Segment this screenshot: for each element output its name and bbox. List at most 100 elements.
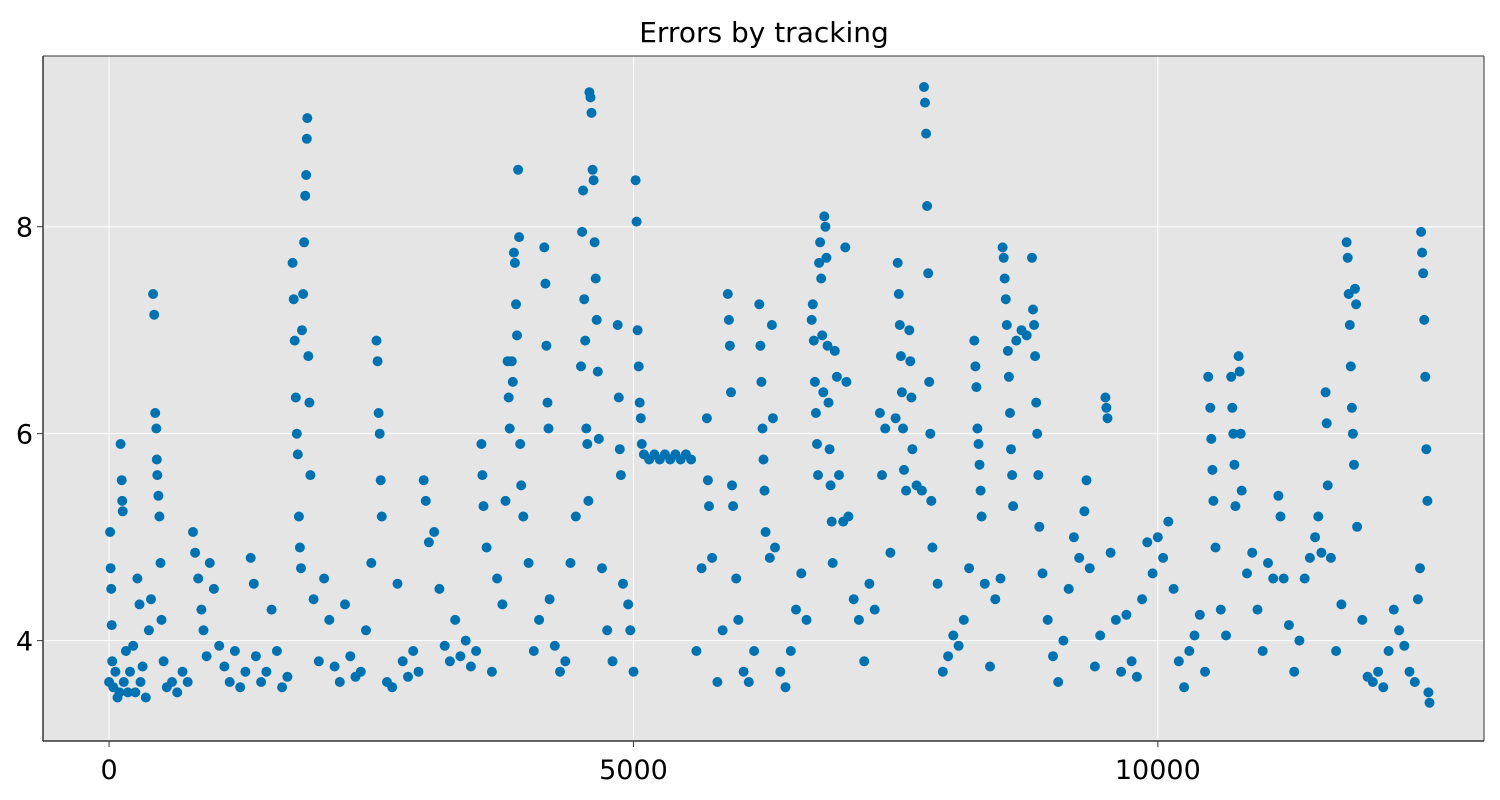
data-point: [1215, 604, 1226, 615]
data-point: [301, 170, 312, 180]
data-point: [540, 278, 551, 289]
data-point: [972, 423, 983, 434]
data-point: [701, 413, 712, 424]
data-point: [841, 376, 852, 387]
data-point: [128, 640, 139, 651]
data-point: [219, 661, 230, 672]
data-point: [922, 201, 933, 211]
data-point: [515, 439, 526, 449]
data-point: [853, 614, 864, 625]
data-point: [759, 485, 770, 496]
data-point: [979, 578, 990, 589]
data-point: [397, 656, 408, 667]
data-point: [1383, 646, 1394, 656]
data-point: [1278, 573, 1289, 584]
data-point: [995, 573, 1006, 584]
data-point: [1008, 501, 1019, 512]
data-point: [916, 485, 927, 496]
data-point: [896, 387, 907, 398]
data-point: [848, 594, 859, 605]
data-point: [920, 97, 930, 108]
data-point: [1257, 646, 1268, 656]
data-point: [1116, 666, 1127, 677]
data-point: [840, 242, 851, 253]
data-point: [158, 656, 169, 667]
data-point: [1419, 314, 1430, 325]
data-point: [266, 604, 277, 615]
data-point: [1194, 609, 1205, 620]
data-point: [319, 573, 330, 584]
data-point: [1367, 677, 1378, 687]
data-point: [1346, 402, 1357, 413]
data-point: [1316, 547, 1327, 558]
data-point: [1421, 444, 1432, 455]
data-point: [817, 330, 828, 341]
data-point: [623, 599, 634, 610]
data-point: [576, 361, 586, 372]
data-point: [1152, 532, 1163, 543]
data-point: [813, 470, 823, 481]
data-point: [890, 413, 901, 424]
data-point: [177, 666, 188, 677]
data-point: [1229, 459, 1240, 470]
data-point: [628, 666, 639, 677]
data-point: [612, 320, 623, 330]
data-point: [140, 692, 151, 703]
data-point: [614, 444, 625, 455]
data-point: [486, 666, 497, 677]
data-point: [1005, 408, 1015, 418]
data-point: [182, 677, 193, 687]
data-point: [340, 599, 350, 610]
data-point: [686, 454, 697, 465]
data-point: [1234, 366, 1245, 377]
data-point: [1331, 646, 1342, 656]
data-point: [150, 408, 161, 418]
data-point: [528, 646, 539, 656]
data-point: [1126, 656, 1137, 667]
data-point: [497, 599, 508, 610]
data-point: [1100, 392, 1111, 403]
data-point: [198, 625, 209, 636]
data-point: [1347, 428, 1358, 439]
data-point: [154, 511, 165, 522]
data-point: [570, 511, 581, 522]
data-point: [193, 573, 204, 584]
data-point: [919, 82, 929, 92]
data-point: [901, 485, 912, 496]
data-point: [1310, 532, 1321, 543]
data-point: [754, 299, 765, 310]
chart-title: Errors by tracking: [639, 16, 889, 49]
data-point: [376, 511, 387, 522]
data-point: [1423, 687, 1434, 698]
data-point: [791, 604, 801, 615]
data-point: [282, 671, 293, 682]
data-point: [1102, 413, 1113, 424]
data-point: [580, 335, 591, 346]
data-point: [261, 666, 272, 677]
data-point: [592, 366, 603, 377]
data-point: [726, 387, 736, 398]
data-point: [1068, 532, 1079, 543]
data-point: [1299, 573, 1310, 584]
data-point: [869, 604, 880, 615]
data-point: [1273, 490, 1284, 501]
data-point: [796, 568, 807, 579]
data-point: [829, 345, 840, 356]
data-point: [481, 542, 492, 553]
data-point: [1235, 428, 1246, 439]
data-point: [1344, 320, 1355, 330]
data-point: [1399, 640, 1410, 651]
data-point: [429, 527, 440, 537]
data-point: [1263, 558, 1273, 568]
data-point: [1320, 387, 1331, 398]
data-point: [1030, 351, 1041, 362]
data-point: [579, 294, 590, 305]
data-point: [1001, 320, 1012, 330]
data-point: [523, 558, 534, 568]
data-point: [827, 558, 838, 568]
data-point: [413, 666, 424, 677]
data-point: [229, 646, 240, 656]
data-point: [810, 408, 821, 418]
data-point: [602, 625, 613, 636]
data-point: [894, 320, 905, 330]
